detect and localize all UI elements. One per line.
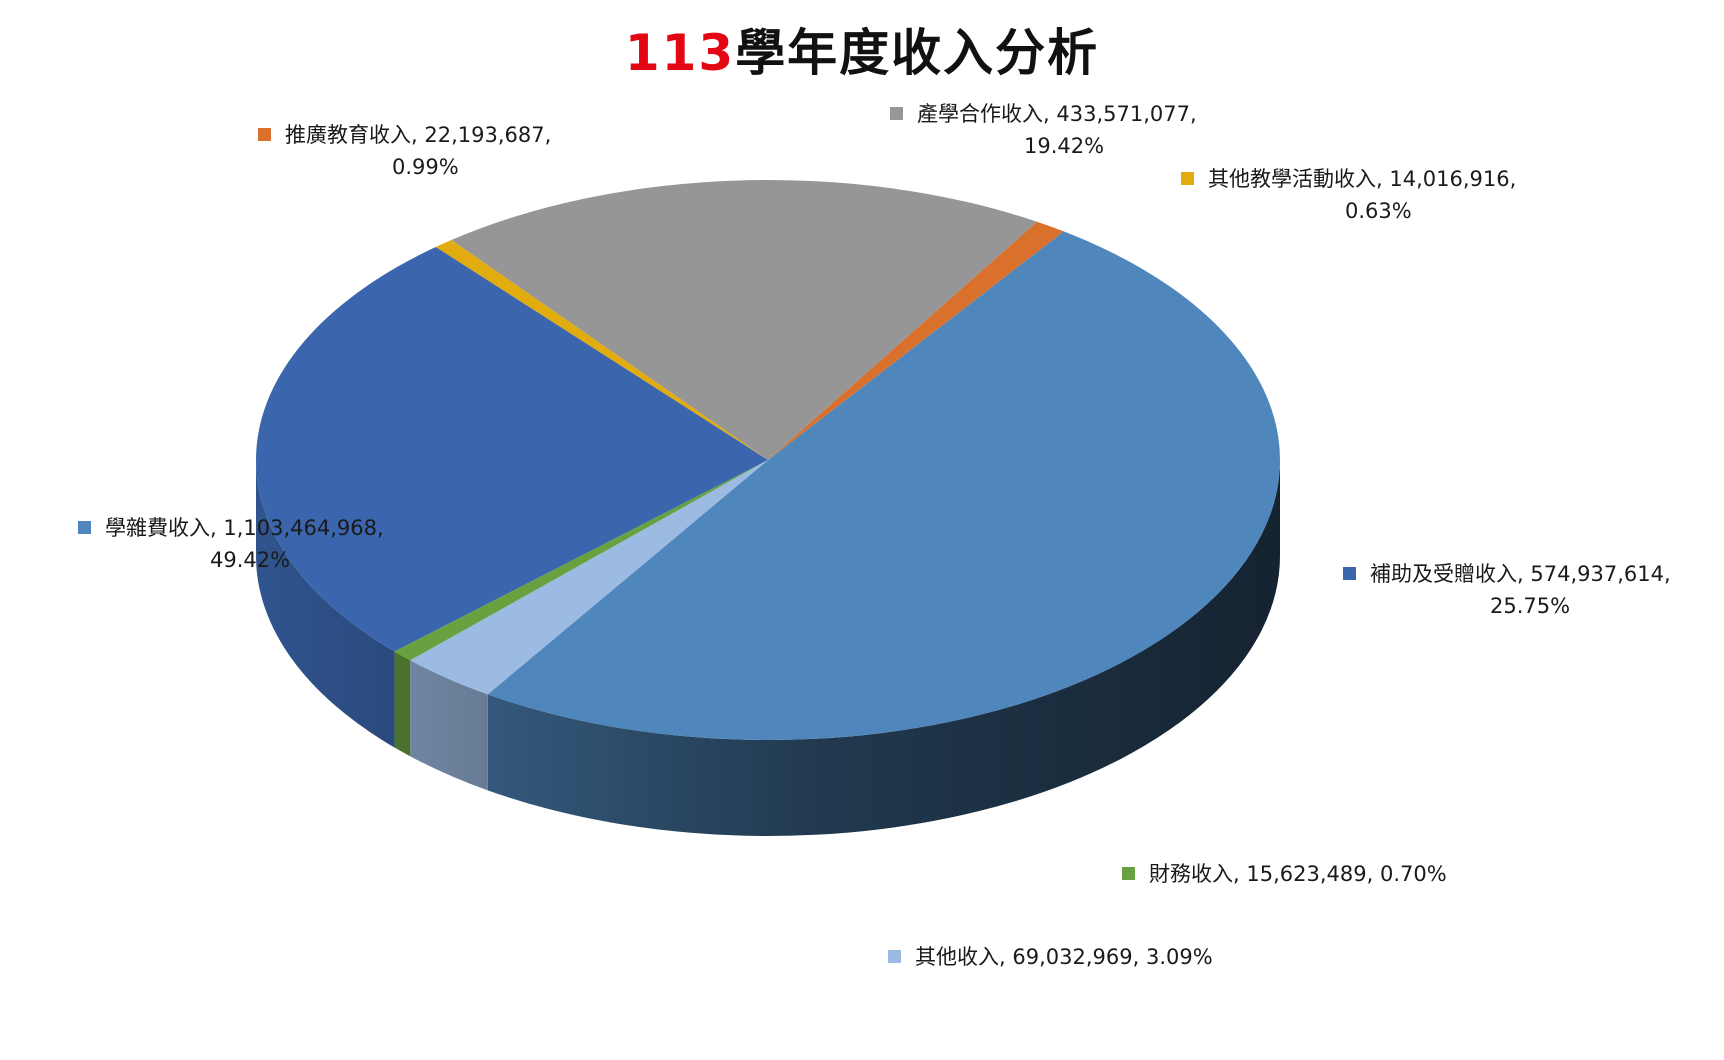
pie-slice-industry xyxy=(451,180,1038,460)
pie-slice-financial xyxy=(394,460,768,661)
pie-slice-extension xyxy=(768,221,1064,460)
label-percent-extension: 0.99% xyxy=(392,155,459,179)
label-name-other: 其他收入 xyxy=(915,945,999,969)
data-label-subsidy: 補助及受贈收入, 574,937,614, 25.75% xyxy=(1343,558,1671,622)
legend-swatch-other xyxy=(888,950,901,963)
label-percent-tuition: 49.42% xyxy=(210,548,291,572)
label-name-tuition: 學雜費收入 xyxy=(105,516,210,540)
label-percent-other: 3.09% xyxy=(1145,945,1213,969)
legend-swatch-industry xyxy=(890,107,903,120)
pie-slice-other-teaching xyxy=(435,239,768,460)
data-label-other-teaching: 其他教學活動收入, 14,016,916, 0.63% xyxy=(1181,163,1516,227)
data-label-other: 其他收入, 69,032,969, 3.09% xyxy=(888,941,1213,973)
label-value-tuition: 1,103,464,968 xyxy=(223,516,377,540)
pie-side-walls xyxy=(256,460,1280,836)
legend-swatch-tuition xyxy=(78,521,91,534)
pie-side-other xyxy=(410,660,488,791)
label-name-financial: 財務收入 xyxy=(1149,862,1233,886)
label-percent-other-teaching: 0.63% xyxy=(1345,199,1412,223)
data-label-financial: 財務收入, 15,623,489, 0.70% xyxy=(1122,858,1447,890)
label-percent-subsidy: 25.75% xyxy=(1490,594,1571,618)
data-label-industry: 產學合作收入, 433,571,077, 19.42% xyxy=(890,98,1197,162)
label-value-other: 69,032,969 xyxy=(1012,945,1133,969)
label-value-extension: 22,193,687 xyxy=(424,123,545,147)
chart-title-text: 學年度收入分析 xyxy=(735,24,1100,82)
label-percent-industry: 19.42% xyxy=(1024,134,1105,158)
label-value-subsidy: 574,937,614 xyxy=(1530,562,1664,586)
pie-side-subsidy xyxy=(256,460,395,748)
legend-swatch-financial xyxy=(1122,867,1135,880)
data-label-extension: 推廣教育收入, 22,193,687, 0.99% xyxy=(258,119,551,183)
label-value-industry: 433,571,077 xyxy=(1056,102,1190,126)
legend-swatch-subsidy xyxy=(1343,567,1356,580)
pie-slice-subsidy xyxy=(256,246,768,652)
label-name-other-teaching: 其他教學活動收入 xyxy=(1208,167,1376,191)
pie-side-financial xyxy=(394,651,411,757)
label-percent-financial: 0.70% xyxy=(1379,862,1447,886)
chart-title-year: 113 xyxy=(624,24,736,82)
label-name-subsidy: 補助及受贈收入 xyxy=(1370,562,1517,586)
pie-slice-tuition xyxy=(487,231,1280,740)
legend-swatch-extension xyxy=(258,128,271,141)
pie-slice-other xyxy=(410,460,768,695)
label-name-extension: 推廣教育收入 xyxy=(285,123,411,147)
label-value-other-teaching: 14,016,916 xyxy=(1389,167,1510,191)
chart-title: 113學年度收入分析 xyxy=(0,18,1724,88)
data-label-tuition: 學雜費收入, 1,103,464,968, 49.42% xyxy=(78,512,384,576)
label-name-industry: 產學合作收入 xyxy=(917,102,1043,126)
label-value-financial: 15,623,489 xyxy=(1246,862,1367,886)
legend-swatch-other-teaching xyxy=(1181,172,1194,185)
pie-side-tuition xyxy=(487,460,1280,836)
pie-top-faces xyxy=(256,180,1280,740)
